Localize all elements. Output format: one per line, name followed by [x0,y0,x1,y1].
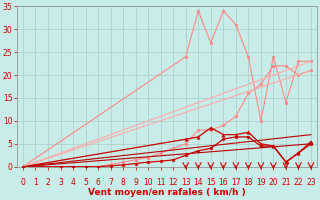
X-axis label: Vent moyen/en rafales ( km/h ): Vent moyen/en rafales ( km/h ) [88,188,246,197]
